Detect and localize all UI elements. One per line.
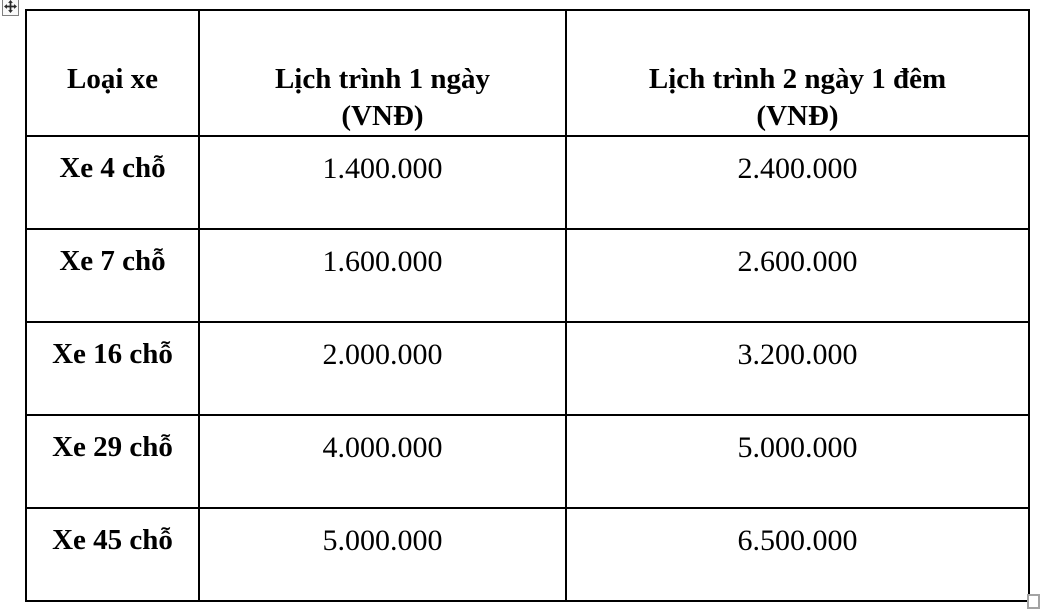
cell-vehicle-type[interactable]: Xe 7 chỗ [25, 228, 200, 323]
cell-vehicle-type-text: Xe 16 chỗ [52, 338, 173, 370]
vehicle-pricing-table: Loại xe Lịch trình 1 ngày (VNĐ) Lịch trì… [25, 9, 1030, 602]
table-row: Xe 45 chỗ 5.000.000 6.500.000 [25, 507, 1030, 602]
cell-price-2day[interactable]: 5.000.000 [565, 414, 1030, 509]
cell-vehicle-type[interactable]: Xe 4 chỗ [25, 135, 200, 230]
cell-price-2day-text: 5.000.000 [737, 431, 858, 464]
cell-price-2day-text: 2.600.000 [737, 245, 858, 278]
table-resize-handle[interactable] [1027, 594, 1040, 609]
cell-vehicle-type[interactable]: Xe 29 chỗ [25, 414, 200, 509]
cell-price-1day-text: 4.000.000 [322, 431, 443, 464]
cell-vehicle-type[interactable]: Xe 45 chỗ [25, 507, 200, 602]
table-row: Xe 7 chỗ 1.600.000 2.600.000 [25, 228, 1030, 323]
cell-price-2day[interactable]: 3.200.000 [565, 321, 1030, 416]
cell-price-2day-text: 6.500.000 [737, 524, 858, 557]
cell-price-2day[interactable]: 2.600.000 [565, 228, 1030, 323]
cell-vehicle-type-text: Xe 45 chỗ [52, 524, 173, 556]
table-row: Xe 29 chỗ 4.000.000 5.000.000 [25, 414, 1030, 509]
cell-price-1day-text: 1.400.000 [322, 152, 443, 185]
cell-price-1day[interactable]: 4.000.000 [198, 414, 567, 509]
cell-vehicle-type-text: Xe 4 chỗ [59, 152, 166, 184]
cell-price-1day[interactable]: 2.000.000 [198, 321, 567, 416]
header-row: Loại xe Lịch trình 1 ngày (VNĐ) Lịch trì… [25, 9, 1030, 137]
table-row: Xe 4 chỗ 1.400.000 2.400.000 [25, 135, 1030, 230]
column-header-vehicle-type[interactable]: Loại xe [25, 9, 200, 137]
column-header-2day-price[interactable]: Lịch trình 2 ngày 1 đêm (VNĐ) [565, 9, 1030, 137]
table-move-icon [4, 0, 17, 13]
cell-price-1day-text: 1.600.000 [322, 245, 443, 278]
table-body: Xe 4 chỗ 1.400.000 2.400.000 Xe 7 chỗ 1.600.… [25, 135, 1030, 602]
cell-price-2day-text: 3.200.000 [737, 338, 858, 371]
cell-vehicle-type-text: Xe 29 chỗ [52, 431, 173, 463]
table-row: Xe 16 chỗ 2.000.000 3.200.000 [25, 321, 1030, 416]
cell-price-2day[interactable]: 2.400.000 [565, 135, 1030, 230]
cell-price-2day[interactable]: 6.500.000 [565, 507, 1030, 602]
cell-price-1day[interactable]: 1.400.000 [198, 135, 567, 230]
cell-price-1day[interactable]: 5.000.000 [198, 507, 567, 602]
column-header-2day-price-text: Lịch trình 2 ngày 1 đêm (VNĐ) [648, 63, 947, 132]
cell-price-1day[interactable]: 1.600.000 [198, 228, 567, 323]
column-header-1day-price[interactable]: Lịch trình 1 ngày (VNĐ) [198, 9, 567, 137]
cell-price-2day-text: 2.400.000 [737, 152, 858, 185]
cell-vehicle-type-text: Xe 7 chỗ [59, 245, 166, 277]
cell-price-1day-text: 5.000.000 [322, 524, 443, 557]
column-header-vehicle-type-text: Loại xe [66, 63, 159, 95]
table-move-handle[interactable] [2, 0, 19, 16]
cell-price-1day-text: 2.000.000 [322, 338, 443, 371]
cell-vehicle-type[interactable]: Xe 16 chỗ [25, 321, 200, 416]
column-header-1day-price-text: Lịch trình 1 ngày (VNĐ) [274, 63, 491, 132]
